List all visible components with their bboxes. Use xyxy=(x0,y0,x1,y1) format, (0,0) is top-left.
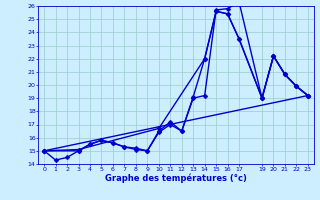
X-axis label: Graphe des températures (°c): Graphe des températures (°c) xyxy=(105,173,247,183)
